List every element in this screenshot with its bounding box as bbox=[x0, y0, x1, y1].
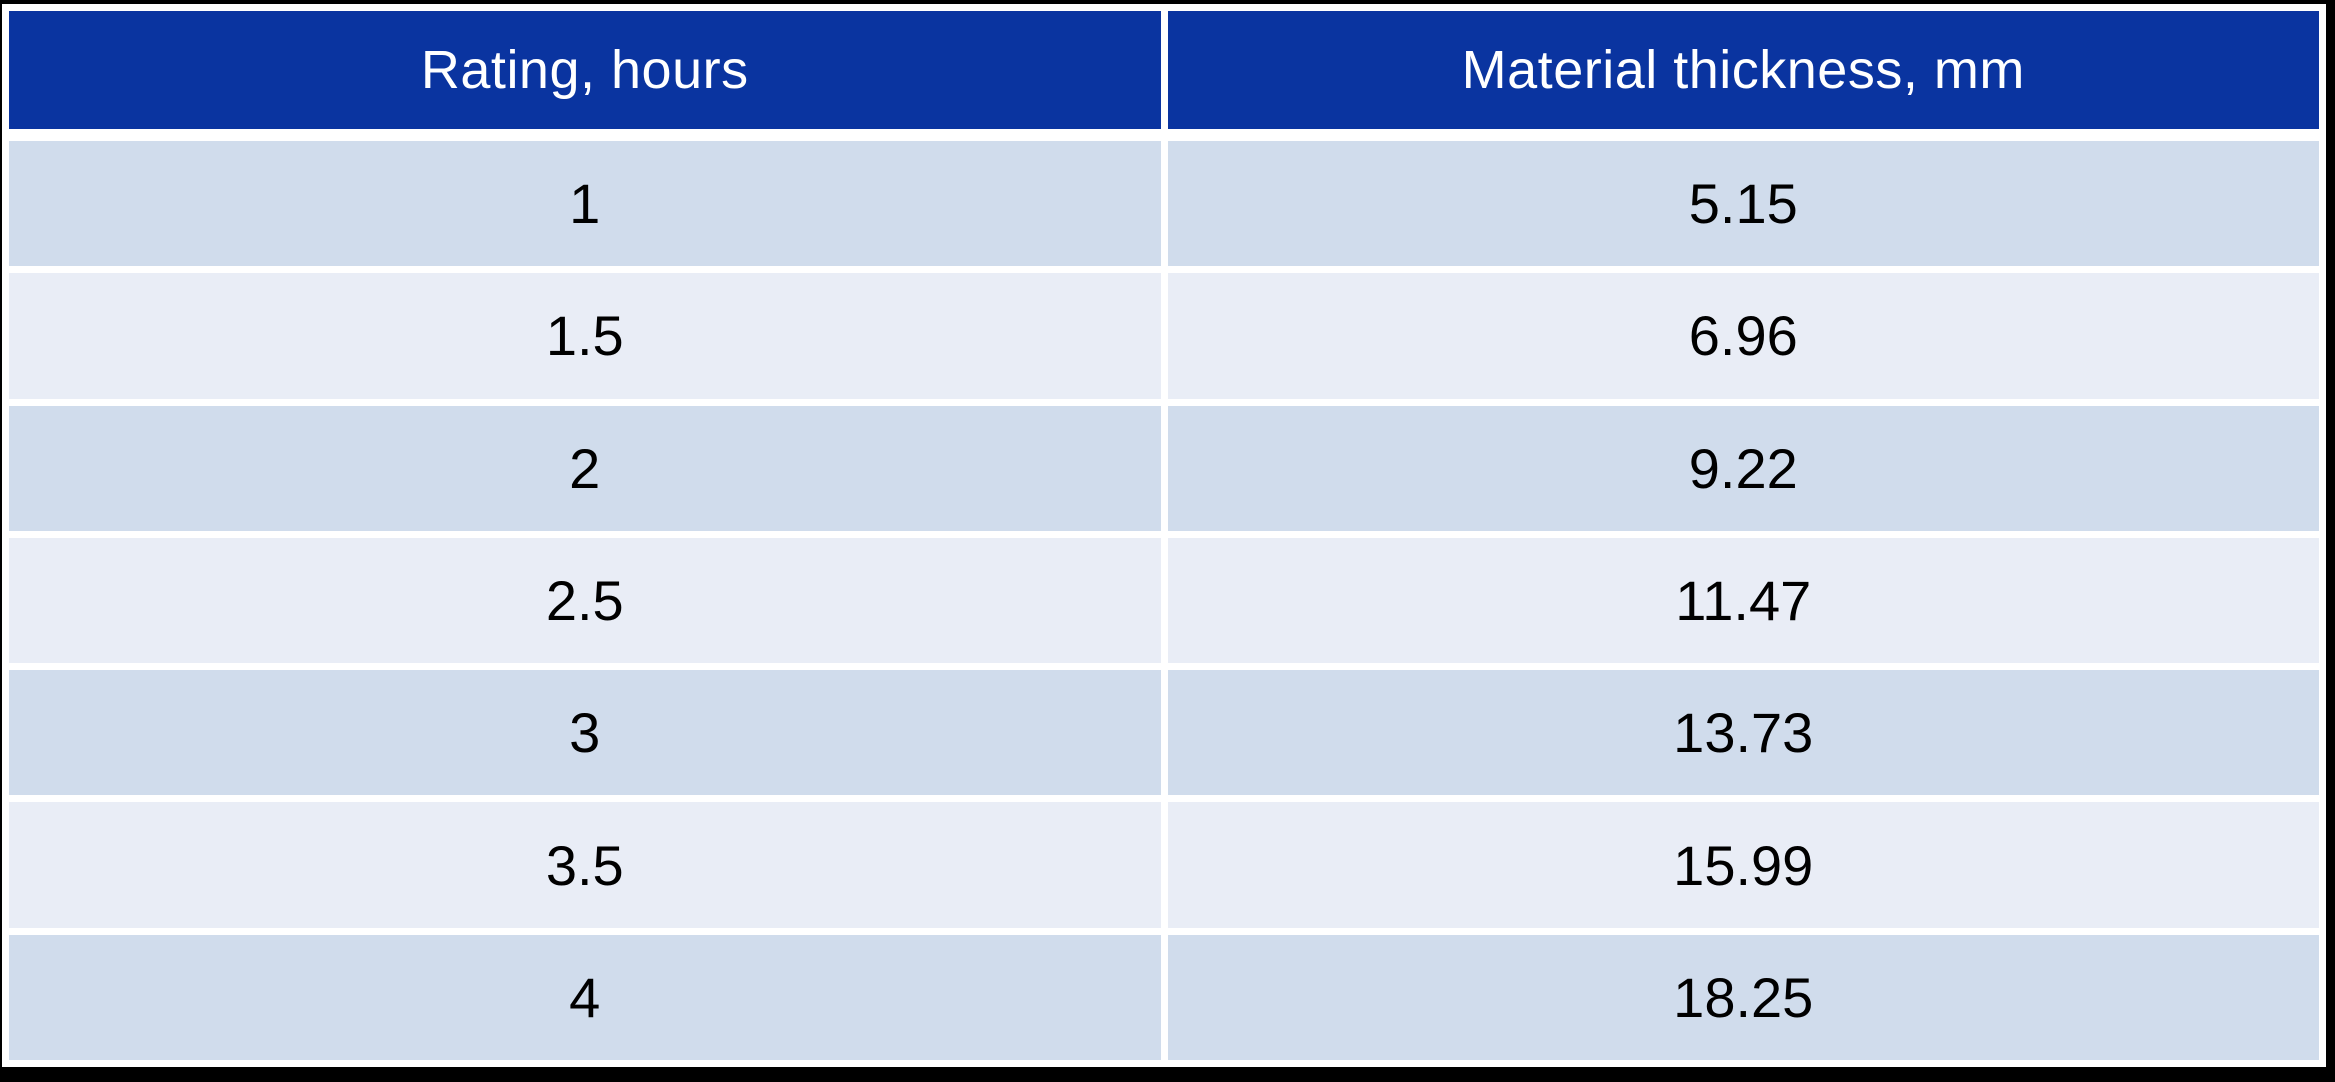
rating-thickness-table: Rating, hours Material thickness, mm 1 5… bbox=[2, 4, 2326, 1067]
table-header: Rating, hours Material thickness, mm bbox=[9, 11, 2319, 134]
column-header-rating-hours: Rating, hours bbox=[9, 11, 1161, 134]
thickness-cell: 5.15 bbox=[1167, 141, 2319, 267]
table-row: 2 9.22 bbox=[9, 405, 2319, 531]
rating-cell: 4 bbox=[9, 934, 1161, 1060]
thickness-cell: 15.99 bbox=[1167, 802, 2319, 928]
thickness-cell: 9.22 bbox=[1167, 405, 2319, 531]
column-header-material-thickness: Material thickness, mm bbox=[1167, 11, 2319, 134]
thickness-cell: 18.25 bbox=[1167, 934, 2319, 1060]
rating-cell: 2.5 bbox=[9, 537, 1161, 664]
rating-cell: 1.5 bbox=[9, 273, 1161, 399]
table-row: 1.5 6.96 bbox=[9, 273, 2319, 399]
thickness-cell: 6.96 bbox=[1167, 273, 2319, 399]
header-row: Rating, hours Material thickness, mm bbox=[9, 11, 2319, 134]
table-row: 3 13.73 bbox=[9, 670, 2319, 796]
rating-cell: 3.5 bbox=[9, 802, 1161, 928]
rating-cell: 1 bbox=[9, 141, 1161, 267]
thickness-cell: 13.73 bbox=[1167, 670, 2319, 796]
table-row: 3.5 15.99 bbox=[9, 802, 2319, 928]
table-row: 1 5.15 bbox=[9, 141, 2319, 267]
table-row: 2.5 11.47 bbox=[9, 537, 2319, 664]
thickness-cell: 11.47 bbox=[1167, 537, 2319, 664]
rating-cell: 3 bbox=[9, 670, 1161, 796]
table-body: 1 5.15 1.5 6.96 2 9.22 2.5 11.47 3 13.73… bbox=[9, 141, 2319, 1060]
rating-cell: 2 bbox=[9, 405, 1161, 531]
table-row: 4 18.25 bbox=[9, 934, 2319, 1060]
